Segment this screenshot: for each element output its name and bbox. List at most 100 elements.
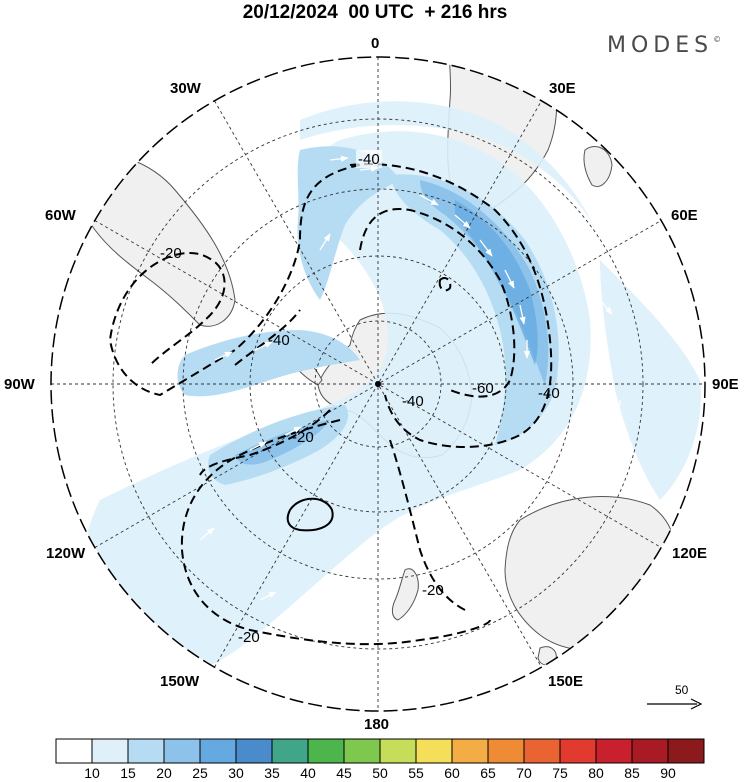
wind-band-mid-atlantic <box>297 146 400 300</box>
colorbar-tick-label: 30 <box>228 765 244 781</box>
wind-band-mid-drake <box>177 330 360 397</box>
contour-south-minus-20 <box>180 419 491 646</box>
colorbar-tick-label: 20 <box>156 765 172 781</box>
colorbar-tick-label: 25 <box>192 765 208 781</box>
colorbar-swatch <box>379 738 417 764</box>
colorbar-swatch <box>199 738 237 764</box>
wind-vector <box>249 441 267 451</box>
longitude-label-90e: 90E <box>712 376 739 393</box>
contour-labels: -40 -20 -40 -20 -40 -60 -40 -20 -20 <box>160 150 560 646</box>
colorbar-tick-label: 60 <box>444 765 460 781</box>
colorbar-tick-label: 40 <box>300 765 316 781</box>
tasmania <box>537 646 557 666</box>
meridian-150 <box>214 100 542 668</box>
wind-band-mid-indian <box>390 174 559 446</box>
wind-vector <box>479 239 493 257</box>
colorbar-swatch <box>307 738 345 764</box>
colorbar-tick-label: 15 <box>120 765 136 781</box>
colorbar-tick-label: 65 <box>480 765 496 781</box>
contour-small-closed <box>438 277 452 292</box>
contour-label: -20 <box>238 629 260 646</box>
contour-east-minus-20 <box>389 439 466 611</box>
longitude-label-30e: 30E <box>549 80 576 97</box>
map-title: 20/12/2024 00 UTC + 216 hrs <box>242 2 508 23</box>
contour-label: -40 <box>538 385 560 402</box>
wind-vector <box>615 399 622 419</box>
pole-marker <box>375 381 381 387</box>
longitude-label-0: 0 <box>371 35 380 52</box>
colorbar-tick-label: 50 <box>372 765 388 781</box>
vector-scale-label: 50 <box>675 683 689 697</box>
australia <box>504 496 677 651</box>
longitude-label-60w: 60W <box>45 207 76 224</box>
colorbar-swatch <box>415 738 453 764</box>
colorbar-tick-label: 55 <box>408 765 424 781</box>
contour-label: -40 <box>358 151 380 168</box>
brand-name: MODES <box>607 33 714 58</box>
wind-vector <box>454 214 471 229</box>
colorbar-tick-label: 10 <box>84 765 100 781</box>
colorbar-swatch <box>631 738 669 764</box>
wind-band-light-east <box>600 260 701 500</box>
contour-inner-minus-60 <box>359 208 516 398</box>
wind-vector <box>359 165 379 172</box>
meridian-120 <box>94 220 662 548</box>
wind-vector <box>465 519 481 531</box>
contour-label: -60 <box>472 380 494 397</box>
longitude-label-60e: 60E <box>671 207 698 224</box>
colorbar-swatch <box>559 738 597 764</box>
colorbar-swatch <box>487 738 525 764</box>
colorbar-swatch <box>667 738 705 764</box>
south-america <box>75 149 236 327</box>
new-zealand <box>391 568 419 621</box>
longitude-label-120e: 120E <box>672 545 708 562</box>
colorbar-swatch <box>163 738 201 764</box>
contour-label: -40 <box>402 393 424 410</box>
colorbar-tick-label: 75 <box>552 765 568 781</box>
longitude-label-180: 180 <box>364 716 390 733</box>
colorbar-tick-label: 45 <box>336 765 352 781</box>
wind-vector <box>259 591 277 601</box>
wind-band-light-pacific <box>81 131 591 678</box>
longitude-label-30w: 30W <box>170 80 201 97</box>
colorbar-tick-label: 80 <box>588 765 604 781</box>
contour-ross-minus-20 <box>199 409 331 476</box>
wind-vector <box>419 194 439 206</box>
colorbar-swatch <box>55 738 93 764</box>
colorbar-swatch <box>91 738 129 764</box>
wind-vector <box>525 469 541 481</box>
contour-label: -40 <box>268 332 290 349</box>
wind-vector <box>214 351 233 361</box>
wind-vector <box>504 269 515 289</box>
contour-label: -20 <box>160 245 182 262</box>
wind-vectors <box>129 155 622 601</box>
contour-lines <box>108 163 553 646</box>
wind-vector <box>319 233 331 251</box>
longitude-label-150w: 150W <box>160 673 200 690</box>
wind-band-core-indian <box>455 200 538 365</box>
meridian-30 <box>214 100 542 668</box>
wind-vector <box>519 304 526 325</box>
madagascar <box>583 146 613 187</box>
vector-scale-arrow <box>647 698 703 710</box>
map-boundary <box>50 56 706 712</box>
colorbar-tick-label: 85 <box>624 765 640 781</box>
colorbar-swatch <box>595 738 633 764</box>
contour-ring-minus-40 <box>349 163 553 448</box>
wind-vector <box>599 299 613 315</box>
brand-logo: MODES© <box>607 33 721 58</box>
wind-vector <box>254 341 273 351</box>
colorbar-swatch <box>343 738 381 764</box>
brand-copyright-mark: © <box>713 35 722 44</box>
longitude-label-90w: 90W <box>4 376 35 393</box>
contour-drake <box>234 309 301 366</box>
colorbar-swatch <box>523 738 561 764</box>
wind-vector <box>329 155 349 162</box>
contour-label: -20 <box>292 429 314 446</box>
colorbar-swatch <box>271 738 309 764</box>
wind-vector <box>284 426 302 436</box>
meridian-60 <box>94 220 662 548</box>
colorbar-swatch <box>235 738 273 764</box>
contour-label: -20 <box>422 582 444 599</box>
longitude-label-120w: 120W <box>46 545 86 562</box>
